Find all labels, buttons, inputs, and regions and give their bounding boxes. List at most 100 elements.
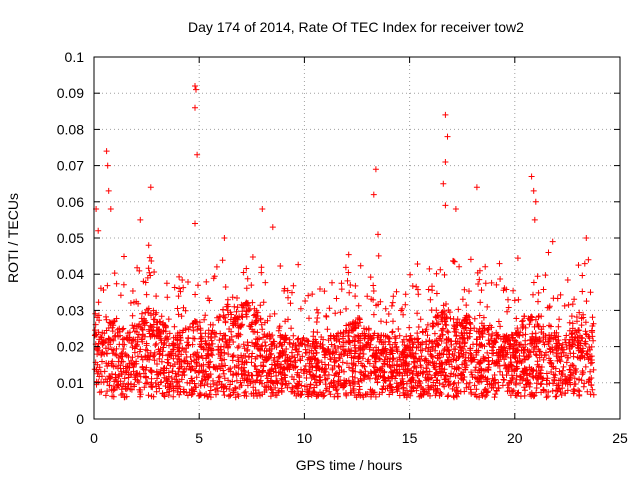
data-point — [213, 263, 220, 270]
data-point — [318, 334, 325, 340]
data-point — [345, 251, 352, 258]
data-point — [258, 321, 265, 328]
data-point — [313, 373, 320, 380]
data-point — [309, 340, 316, 347]
data-point — [563, 332, 570, 339]
data-point — [242, 388, 249, 395]
data-point — [497, 368, 503, 375]
data-point — [497, 335, 504, 342]
data-point — [401, 342, 408, 348]
data-point — [478, 320, 485, 327]
data-point — [439, 309, 446, 316]
data-point — [252, 355, 259, 362]
data-point — [215, 346, 222, 353]
data-point — [466, 288, 472, 295]
data-point — [447, 338, 454, 344]
data-point — [407, 332, 414, 339]
data-point — [473, 393, 480, 400]
data-point — [370, 282, 377, 289]
data-point — [537, 381, 544, 388]
data-point — [381, 374, 388, 381]
data-point — [143, 291, 150, 298]
data-point — [582, 363, 589, 370]
data-point — [134, 371, 140, 378]
data-point — [165, 373, 172, 380]
data-point — [528, 173, 535, 180]
data-point — [117, 378, 124, 385]
data-point — [136, 370, 143, 377]
data-point — [332, 371, 339, 377]
data-point — [126, 360, 133, 367]
data-point — [324, 326, 331, 333]
data-point — [194, 151, 201, 158]
data-point — [259, 368, 266, 374]
data-point — [386, 341, 393, 348]
data-point — [148, 368, 154, 375]
data-point — [198, 344, 205, 351]
data-point — [506, 379, 513, 386]
data-point — [203, 355, 210, 362]
data-point — [558, 370, 565, 377]
data-point — [426, 337, 433, 344]
data-point — [515, 296, 522, 303]
data-point — [335, 378, 342, 385]
data-point — [414, 336, 420, 343]
data-point — [529, 330, 536, 337]
data-point — [197, 382, 204, 389]
data-point — [361, 376, 367, 383]
data-point — [352, 368, 359, 375]
data-point — [131, 383, 137, 390]
data-point — [297, 305, 304, 312]
data-point — [334, 393, 341, 400]
data-point — [148, 375, 155, 382]
data-point — [199, 377, 206, 384]
data-point — [255, 389, 262, 396]
data-point — [383, 319, 390, 326]
data-point — [213, 330, 220, 337]
data-point — [152, 380, 159, 386]
axis-layer: 0 0.01 0.02 0.03 0.04 0.05 0.06 0.07 0.08 0.09 0.1… — [57, 49, 628, 446]
data-point — [358, 360, 365, 367]
data-point — [155, 346, 162, 353]
data-point — [289, 373, 295, 380]
data-point — [174, 379, 181, 386]
data-point — [95, 340, 102, 347]
data-point — [342, 328, 349, 334]
y-tick-label: 0.05 — [57, 230, 84, 246]
data-point — [111, 270, 118, 277]
data-point — [233, 377, 240, 384]
data-point — [482, 280, 489, 287]
data-point — [419, 347, 426, 354]
data-point — [554, 295, 561, 302]
data-point — [249, 319, 256, 326]
data-point — [346, 364, 352, 371]
data-point — [366, 360, 373, 367]
data-point — [522, 331, 529, 338]
data-point — [575, 387, 582, 394]
data-point — [271, 354, 278, 361]
x-tick-label: 20 — [507, 430, 523, 446]
data-point — [343, 390, 349, 396]
data-point — [582, 319, 589, 326]
data-point — [277, 263, 284, 269]
data-point — [323, 312, 330, 319]
data-point — [208, 347, 215, 354]
data-point — [141, 384, 148, 391]
data-point — [129, 288, 136, 294]
data-point — [582, 331, 589, 337]
data-point — [587, 360, 594, 367]
data-point — [171, 284, 178, 291]
data-point — [253, 317, 260, 324]
data-point — [557, 291, 564, 298]
data-point — [590, 337, 597, 344]
data-point — [137, 373, 144, 380]
data-point — [588, 381, 595, 388]
data-point — [110, 387, 117, 394]
data-point — [184, 339, 191, 346]
data-point — [238, 322, 245, 329]
data-point — [302, 363, 309, 369]
points-layer — [91, 83, 597, 401]
data-point — [103, 360, 110, 367]
data-point — [180, 284, 187, 291]
data-point — [352, 293, 359, 300]
